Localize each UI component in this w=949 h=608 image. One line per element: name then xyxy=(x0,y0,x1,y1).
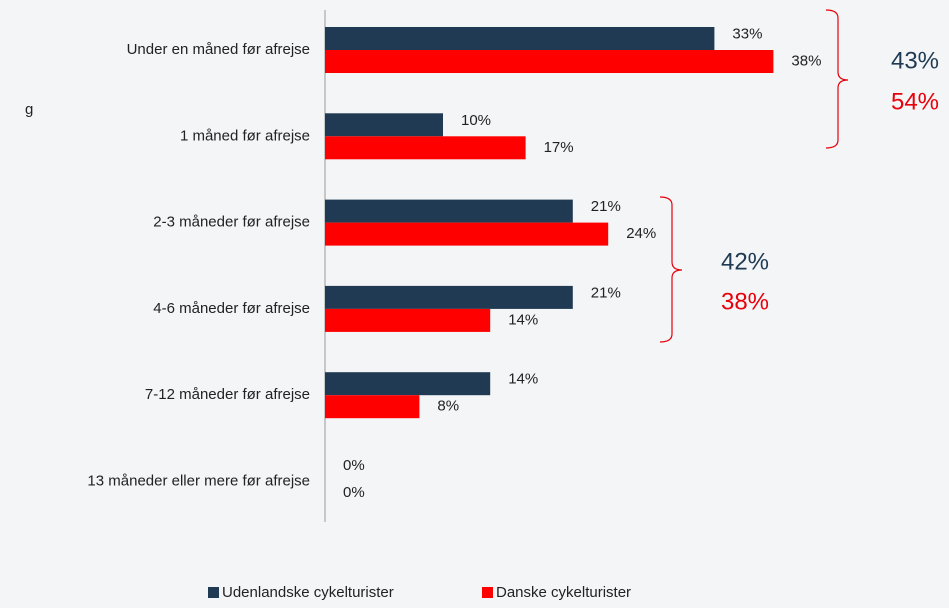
value-label: 24% xyxy=(626,225,656,242)
annotation: 42% xyxy=(721,248,769,275)
legend-swatch xyxy=(208,587,219,598)
annotation: 38% xyxy=(721,288,769,315)
bracket xyxy=(825,9,849,149)
category-label: 7-12 måneder før afrejse xyxy=(145,386,310,403)
legend-label: Danske cykelturister xyxy=(496,584,631,601)
side-text: g xyxy=(25,101,33,118)
bracket xyxy=(659,196,683,343)
bar xyxy=(325,199,573,223)
value-label: 10% xyxy=(461,112,491,129)
category-label: 4-6 måneder før afrejse xyxy=(153,300,310,317)
bar xyxy=(325,136,526,160)
category-label: Under en måned før afrejse xyxy=(127,41,310,58)
value-label: 21% xyxy=(591,284,621,301)
value-label: 33% xyxy=(732,25,762,42)
value-label: 8% xyxy=(437,398,459,415)
category-label: 2-3 måneder før afrejse xyxy=(153,214,310,231)
bar xyxy=(325,50,774,73)
value-label: 17% xyxy=(544,139,574,156)
bar xyxy=(325,113,443,137)
value-label: 38% xyxy=(791,52,821,69)
bar xyxy=(325,372,491,396)
legend-label: Udenlandske cykelturister xyxy=(222,584,394,601)
value-label: 14% xyxy=(508,311,538,328)
bar xyxy=(325,285,573,309)
legend-swatch xyxy=(482,587,493,598)
bar xyxy=(325,27,715,50)
category-label: 13 måneder eller mere før afrejse xyxy=(87,472,310,489)
value-label: 21% xyxy=(591,198,621,215)
category-label: 1 måned før afrejse xyxy=(180,127,310,144)
annotation: 54% xyxy=(891,88,939,115)
value-label: 0% xyxy=(343,457,365,474)
annotation: 43% xyxy=(891,47,939,74)
value-label: 0% xyxy=(343,484,365,501)
bar xyxy=(325,308,491,332)
bar xyxy=(325,222,609,246)
bar xyxy=(325,395,420,419)
value-label: 14% xyxy=(508,371,538,388)
